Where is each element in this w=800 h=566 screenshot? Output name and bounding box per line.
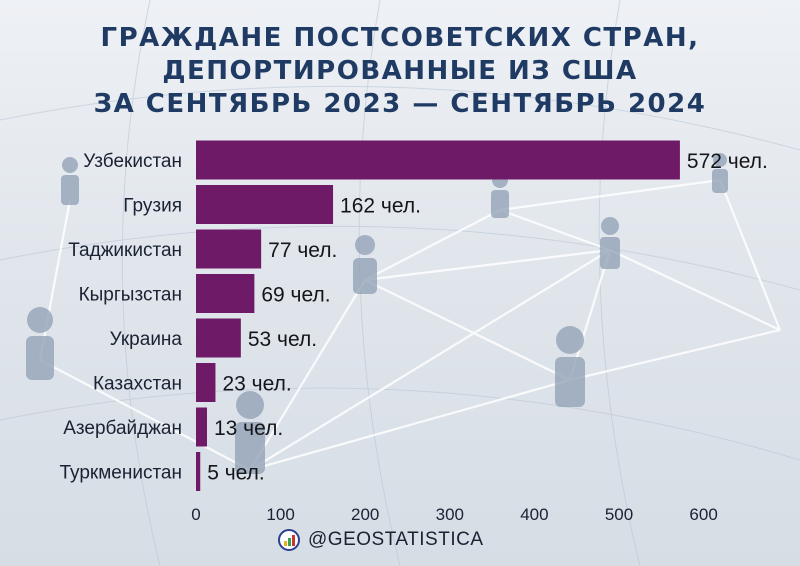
x-axis: 0 100 200 300 400 500 600 [191, 505, 718, 524]
bar-1 [196, 140, 680, 180]
category-label-3: Таджикистан [68, 240, 182, 261]
value-label-4: 69 чел. [261, 284, 330, 307]
labels-layer: Узбекистан 572 чел. Грузия 162 чел. Таджикис… [60, 150, 768, 485]
x-tick-label-7: 600 [689, 505, 717, 524]
bar-2 [196, 185, 334, 224]
category-label-6: Казахстан [93, 374, 182, 395]
chart-title-line-2: ДЕПОРТИРОВАННЫЕ ИЗ США [162, 56, 638, 86]
chart-title-line-1: ГРАЖДАНЕ ПОСТСОВЕТСКИХ СТРАН, [100, 23, 700, 53]
x-tick-label-1: 0 [191, 505, 200, 524]
bar-3 [196, 229, 262, 269]
value-label-1: 572 чел. [687, 150, 768, 173]
category-label-5: Украина [110, 329, 183, 350]
category-label-8: Туркменистан [60, 463, 183, 484]
x-tick-label-5: 400 [520, 505, 548, 524]
value-label-3: 77 чел. [268, 239, 337, 262]
value-label-7: 13 чел. [214, 417, 283, 440]
chart-title: ГРАЖДАНЕ ПОСТСОВЕТСКИХ СТРАН, ДЕПОРТИРОВ… [0, 22, 800, 121]
footer-handle: @GEOSTATISTICA [308, 529, 484, 550]
bars-layer [196, 140, 680, 491]
chart-title-line-3: ЗА СЕНТЯБРЬ 2023 — СЕНТЯБРЬ 2024 [93, 89, 707, 119]
x-tick-label-6: 500 [605, 505, 633, 524]
x-tick-label-4: 300 [436, 505, 464, 524]
category-label-1: Узбекистан [83, 151, 182, 172]
bar-7 [196, 407, 207, 447]
bar-6 [196, 363, 216, 402]
x-tick-label-2: 100 [266, 505, 294, 524]
bar-8 [196, 452, 201, 491]
value-label-5: 53 чел. [248, 328, 317, 351]
bar-chart-logo-icon [278, 529, 300, 551]
x-tick-label-3: 200 [351, 505, 379, 524]
category-label-4: Кыргызстан [79, 285, 182, 306]
bar-5 [196, 318, 241, 358]
value-label-6: 23 чел. [222, 373, 291, 396]
value-label-8: 5 чел. [207, 462, 265, 485]
category-label-2: Грузия [123, 196, 182, 217]
person-figure-icon [26, 307, 54, 380]
value-label-2: 162 чел. [340, 195, 421, 218]
footer: @GEOSTATISTICA [278, 527, 484, 553]
category-label-7: Азербайджан [63, 418, 182, 439]
bar-4 [196, 274, 255, 313]
